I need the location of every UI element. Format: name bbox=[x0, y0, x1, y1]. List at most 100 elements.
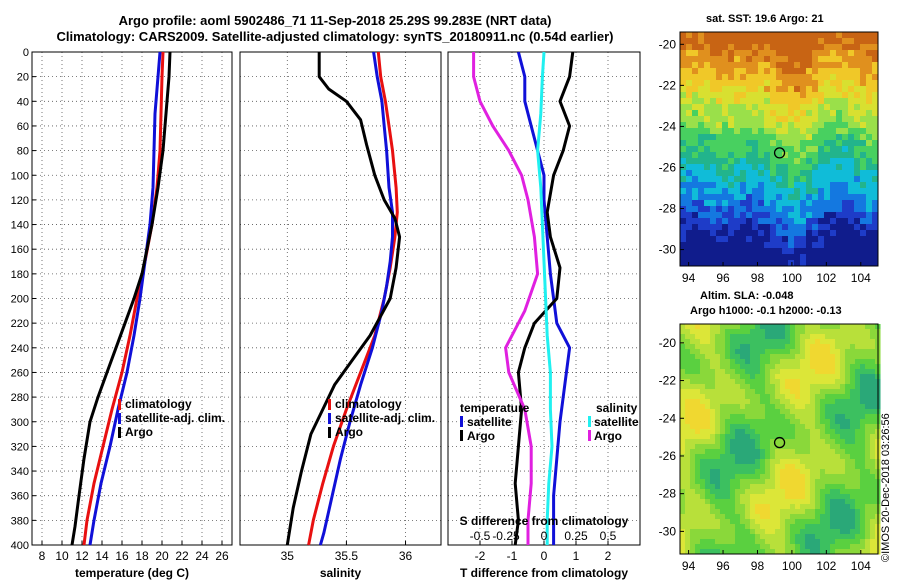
x-axis-label-temperature: temperature (deg C) bbox=[75, 566, 189, 580]
legend-swatch bbox=[328, 427, 331, 438]
x-tick-label: 20 bbox=[155, 549, 169, 563]
map-x-tick-label: 104 bbox=[851, 271, 871, 285]
map-y-tick-label: -22 bbox=[659, 374, 677, 388]
map-x-tick-label: 98 bbox=[751, 271, 765, 285]
series-argo bbox=[70, 51, 172, 546]
map-y-tick-label: -26 bbox=[659, 449, 677, 463]
y-tick-label: 200 bbox=[11, 294, 29, 306]
legend-label: satellite bbox=[467, 415, 512, 429]
x-tick-label: 18 bbox=[135, 549, 149, 563]
y-tick-label: 400 bbox=[11, 540, 29, 552]
legend-label: Argo bbox=[594, 429, 622, 443]
s-tick-label: 0.5 bbox=[600, 529, 617, 543]
series-t-argo bbox=[513, 51, 575, 546]
legend-label: climatology bbox=[335, 397, 402, 411]
y-tick-label: 140 bbox=[11, 220, 29, 232]
y-tick-label: 80 bbox=[17, 146, 29, 158]
x-tick-label: 16 bbox=[115, 549, 129, 563]
x-tick-label: -1 bbox=[507, 549, 518, 563]
y-tick-label: 320 bbox=[11, 441, 29, 453]
legend-swatch bbox=[588, 430, 591, 441]
y-tick-label: 180 bbox=[11, 269, 29, 281]
x-tick-label: 36 bbox=[399, 549, 413, 563]
map-x-tick-label: 96 bbox=[716, 559, 730, 573]
title-line-2: Climatology: CARS2009. Satellite-adjuste… bbox=[56, 29, 614, 44]
map-x-tick-label: 100 bbox=[782, 559, 802, 573]
plot-frame-salinity bbox=[239, 51, 442, 546]
legend-swatch bbox=[328, 413, 331, 424]
legend-title-temperature: temperature bbox=[460, 401, 530, 415]
map-x-tick-label: 102 bbox=[816, 559, 836, 573]
x-tick-label: 24 bbox=[195, 549, 209, 563]
title-line-1: Argo profile: aoml 5902486_71 11-Sep-201… bbox=[118, 13, 552, 28]
legend-label: Argo bbox=[125, 425, 153, 439]
x-tick-label: 12 bbox=[75, 549, 89, 563]
legend-swatch bbox=[328, 399, 331, 410]
legend-label: satellite bbox=[594, 415, 639, 429]
s-tick-label: -0.25 bbox=[492, 529, 520, 543]
y-tick-label: 60 bbox=[17, 121, 29, 133]
y-tick-label: 20 bbox=[17, 72, 29, 84]
sst-map-frame bbox=[679, 31, 879, 267]
legend-label: satellite-adj. clim. bbox=[335, 411, 435, 425]
x-axis-label-difference: T difference from climatology bbox=[460, 566, 628, 580]
series-climatology bbox=[82, 51, 165, 546]
y-tick-label: 240 bbox=[11, 343, 29, 355]
legend-swatch bbox=[588, 416, 591, 427]
map-y-tick-label: -28 bbox=[659, 487, 677, 501]
legend-label: satellite-adj. clim. bbox=[125, 411, 225, 425]
map-x-tick-label: 102 bbox=[816, 271, 836, 285]
x-tick-label: -2 bbox=[475, 549, 486, 563]
x-tick-label: 2 bbox=[605, 549, 612, 563]
map-y-tick-label: -30 bbox=[659, 243, 677, 257]
y-tick-label: 380 bbox=[11, 515, 29, 527]
x-tick-label: 8 bbox=[39, 549, 46, 563]
legend-label: climatology bbox=[125, 397, 192, 411]
series-s-satellite bbox=[536, 51, 554, 545]
map-x-tick-label: 100 bbox=[782, 271, 802, 285]
map-y-tick-label: -20 bbox=[659, 37, 677, 51]
series-argo bbox=[285, 52, 402, 546]
sla-argo-marker bbox=[773, 436, 786, 449]
imos-credit: ©IMOS 20-Dec-2018 03:26:56 bbox=[880, 413, 892, 562]
sla-map-title-2: Argo h1000: -0.1 h2000: -0.13 bbox=[690, 305, 842, 317]
x-tick-label: 35 bbox=[281, 549, 295, 563]
x-tick-label: 1 bbox=[573, 549, 580, 563]
map-y-tick-label: -28 bbox=[659, 202, 677, 216]
sst-map bbox=[680, 32, 879, 267]
map-x-tick-label: 98 bbox=[751, 559, 765, 573]
x-tick-label: 10 bbox=[55, 549, 69, 563]
x-tick-label: 14 bbox=[95, 549, 109, 563]
sla-map-title-1: Altim. SLA: -0.048 bbox=[700, 290, 794, 302]
s-tick-label: 0 bbox=[541, 529, 548, 543]
y-tick-label: 280 bbox=[11, 392, 29, 404]
sst-map-title: sat. SST: 19.6 Argo: 21 bbox=[706, 13, 824, 25]
series-satellite-adj-clim- bbox=[318, 51, 394, 546]
map-x-tick-label: 94 bbox=[682, 559, 696, 573]
y-tick-label: 0 bbox=[23, 47, 29, 59]
sst-argo-marker bbox=[773, 147, 786, 159]
x-axis-label-salinity: salinity bbox=[320, 566, 362, 580]
map-y-tick-label: -24 bbox=[659, 119, 677, 133]
s-tick-label: -0.5 bbox=[470, 529, 491, 543]
y-tick-label: 160 bbox=[11, 244, 29, 256]
map-x-tick-label: 94 bbox=[682, 271, 696, 285]
series-t-satellite bbox=[516, 51, 572, 545]
map-y-tick-label: -30 bbox=[659, 524, 677, 538]
x-tick-label: 22 bbox=[175, 549, 189, 563]
x-tick-label: 0 bbox=[541, 549, 548, 563]
y-tick-label: 40 bbox=[17, 96, 29, 108]
legend-title-salinity: salinity bbox=[596, 401, 638, 415]
y-tick-label: 260 bbox=[11, 367, 29, 379]
y-tick-label: 360 bbox=[11, 491, 29, 503]
map-y-tick-label: -22 bbox=[659, 78, 677, 92]
y-tick-label: 120 bbox=[11, 195, 29, 207]
legend-label: Argo bbox=[335, 425, 363, 439]
y-tick-label: 100 bbox=[11, 170, 29, 182]
map-x-tick-label: 104 bbox=[851, 559, 871, 573]
legend-swatch bbox=[118, 427, 121, 438]
map-y-tick-label: -20 bbox=[659, 336, 677, 350]
map-x-tick-label: 96 bbox=[716, 271, 730, 285]
legend-swatch bbox=[460, 430, 463, 441]
